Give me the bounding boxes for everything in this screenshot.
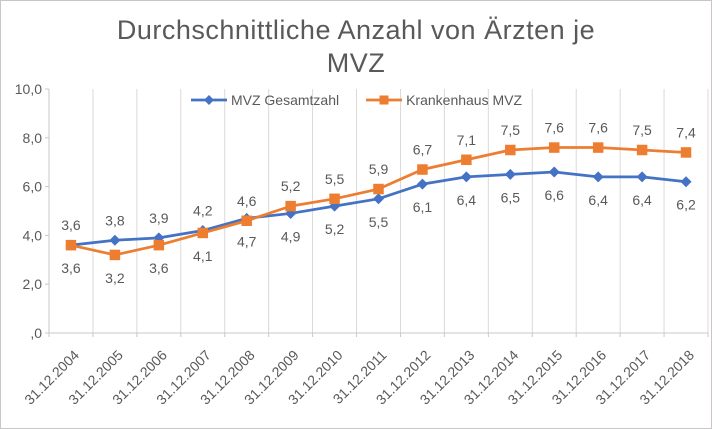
data-point-marker-diamond [548,166,560,178]
data-point-marker-diamond [504,168,516,180]
data-label: 7,1 [457,132,477,148]
data-point-marker-diamond [592,171,604,183]
data-label: 5,9 [369,161,389,177]
data-label: 3,9 [149,210,169,226]
data-label: 3,6 [61,217,81,233]
data-label: 6,4 [457,192,477,208]
data-point-marker-square [329,193,340,205]
data-point-marker-square [241,215,252,227]
data-label: 3,8 [105,212,125,228]
data-label: 6,4 [588,192,608,208]
data-label: 3,2 [105,270,125,286]
data-point-marker-square [505,144,516,156]
y-tick-label: 8,0 [23,130,43,146]
data-label: 4,1 [193,248,213,264]
data-point-marker-square [417,164,428,175]
data-point-marker-square [680,147,692,158]
data-label: 6,4 [632,192,652,208]
legend-label-krankenhaus-mvz: Krankenhaus MVZ [406,92,523,108]
y-tick-label: 4,0 [23,227,43,243]
legend-item-mvz-gesamtzahl: MVZ Gesamtzahl [190,92,339,108]
data-point-marker-diamond [636,171,648,183]
data-label: 7,6 [588,120,608,136]
data-point-marker-diamond [109,234,121,246]
data-label: 3,6 [61,260,81,276]
data-label: 5,5 [325,171,345,187]
data-point-marker-square [65,239,77,251]
data-label: 6,7 [413,142,433,158]
series-line-mvz-gesamtzahl [69,170,688,247]
data-point-marker-square [285,200,296,212]
data-label: 6,6 [544,187,564,203]
legend-line-square-icon [366,95,403,105]
data-label: 5,2 [325,221,345,237]
y-tick-label: 2,0 [23,276,43,292]
data-label: 7,5 [501,122,521,138]
y-tick-label: 10,0 [15,81,42,97]
legend-line-diamond-icon [190,95,227,105]
data-point-marker-diamond [416,178,428,190]
data-label: 7,5 [632,122,652,138]
data-label: 4,6 [237,193,257,209]
data-label: 5,5 [369,214,389,230]
data-label: 6,1 [413,199,433,215]
chart-legend: MVZ Gesamtzahl Krankenhaus MVZ [1,89,711,111]
chart-title-line-1: Durchschnittliche Anzahl von Ärzten je [116,15,596,45]
data-label: 6,2 [676,197,696,213]
data-label: 6,5 [501,189,521,205]
data-label: 7,4 [676,124,696,140]
data-point-marker-diamond [680,176,692,188]
data-point-marker-square [373,183,384,195]
data-point-marker-square [592,142,604,153]
data-point-marker-square [109,249,121,261]
data-label: 4,2 [193,203,213,219]
data-point-marker-diamond [460,171,472,183]
y-tick-label: ,0 [30,325,42,341]
data-point-marker-square [636,144,648,156]
data-label: 7,6 [544,120,564,136]
data-label: 4,7 [237,233,257,249]
data-label: 5,2 [281,178,301,194]
y-tick-label: 6,0 [23,179,43,195]
data-point-marker-diamond [373,193,384,205]
legend-label-mvz-gesamtzahl: MVZ Gesamtzahl [230,92,340,108]
chart-title: Durchschnittliche Anzahl von Ärzten je M… [1,14,711,80]
data-label: 3,6 [149,260,169,276]
data-point-marker-square [153,239,165,251]
data-label: 4,9 [281,228,301,244]
legend-item-krankenhaus-mvz: Krankenhaus MVZ [365,92,522,108]
data-point-marker-square [197,227,209,239]
data-point-marker-square [548,142,560,153]
chart-title-line-2: MVZ [326,48,386,78]
data-point-marker-square [461,154,472,166]
